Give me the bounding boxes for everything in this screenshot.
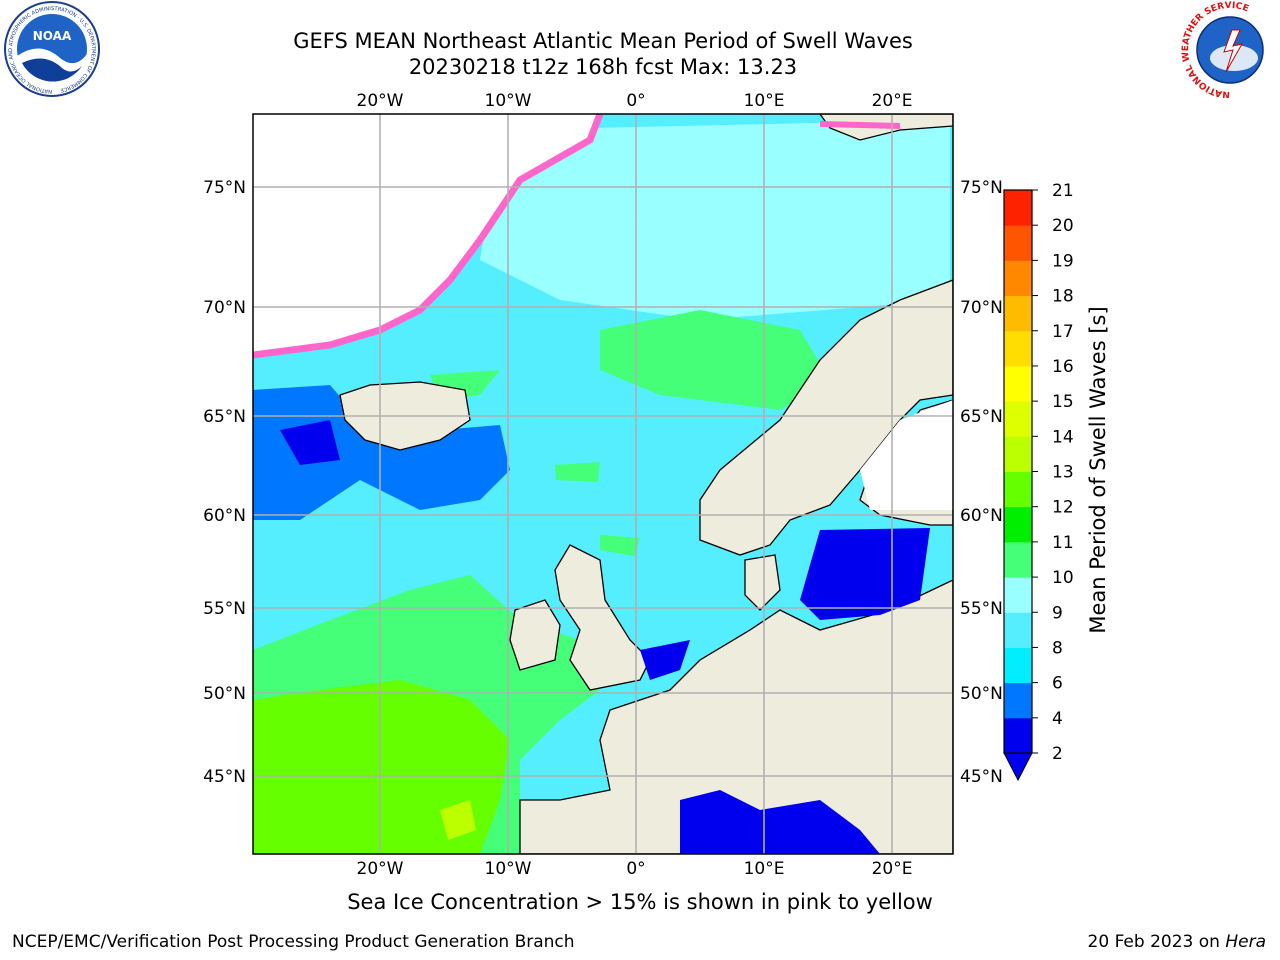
lat-label-right: 55°N xyxy=(960,599,1003,619)
gridlines xyxy=(253,114,953,854)
colorbar-tick-label: 6 xyxy=(1052,674,1063,694)
date-text: 20 Feb 2023 on xyxy=(1087,932,1220,952)
colorbar-segment xyxy=(1004,541,1032,578)
lat-label-left: 55°N xyxy=(203,599,246,619)
swell-patch-green-faroe xyxy=(555,462,600,482)
colorbar-tick-label: 18 xyxy=(1052,287,1074,307)
colorbar-segment xyxy=(1004,330,1032,367)
colorbar-tick-label: 2 xyxy=(1052,744,1063,764)
swell-patch-blue-irminger xyxy=(253,385,510,520)
lon-label-top: 20°W xyxy=(357,91,404,111)
sea-ice-edge-greenland xyxy=(253,114,604,359)
lon-label-bottom: 0° xyxy=(626,859,645,879)
colorbar-tick-label: 8 xyxy=(1052,638,1063,658)
colorbar-segment xyxy=(1004,612,1032,648)
colorbar-segment xyxy=(1004,190,1032,226)
continental-europe xyxy=(519,579,953,854)
colorbar-tick-label: 10 xyxy=(1052,568,1074,588)
credit-text: NCEP/EMC/Verification Post Processing Pr… xyxy=(12,932,575,952)
lon-label-top: 20°E xyxy=(872,91,913,111)
colorbar-segment xyxy=(1004,401,1032,437)
swell-patch-norwegian-sea xyxy=(600,190,950,300)
lat-label-right: 50°N xyxy=(960,684,1003,704)
map-field xyxy=(253,114,953,854)
colorbar-tick-label: 13 xyxy=(1052,463,1074,483)
colorbar-tick-label: 14 xyxy=(1052,427,1074,447)
lat-label-right: 60°N xyxy=(960,506,1003,526)
sea-ice-edge-svalbard xyxy=(819,121,901,129)
chart-subtitle: 20230218 t12z 168h fcst Max: 13.23 xyxy=(408,55,798,79)
colorbar-tick-label: 12 xyxy=(1052,498,1074,518)
lon-label-bottom: 20°E xyxy=(872,859,913,879)
lat-label-right: 65°N xyxy=(960,407,1003,427)
colorbar-tick-label: 15 xyxy=(1052,392,1074,412)
baltic-sea xyxy=(800,528,930,620)
english-channel xyxy=(640,640,690,680)
colorbar-segment xyxy=(1004,436,1032,472)
map-frame xyxy=(252,113,954,855)
swell-patch-green-north-sea xyxy=(600,535,640,556)
colorbar: 2 4 6 8 9 10 11 12 13 14 15 16 17 18 19 20 21 xyxy=(1003,181,1074,782)
colorbar-tick-label: 19 xyxy=(1052,251,1074,271)
mediterranean xyxy=(680,790,880,854)
lat-label-left: 50°N xyxy=(203,684,246,704)
lon-label-top: 0° xyxy=(626,91,645,111)
lat-label-left: 60°N xyxy=(203,506,246,526)
sea-ice-note: Sea Ice Concentration > 15% is shown in … xyxy=(347,890,933,914)
colorbar-segment xyxy=(1004,577,1032,613)
lat-label-left: 75°N xyxy=(203,178,246,198)
colorbar-segment xyxy=(1004,506,1032,543)
lon-label-top: 10°E xyxy=(744,91,785,111)
host-name: Hera xyxy=(1225,932,1266,952)
colorbar-tick-label: 4 xyxy=(1052,709,1063,729)
ice-area-bothnia xyxy=(860,400,953,510)
ireland xyxy=(509,599,561,671)
lat-label-left: 45°N xyxy=(203,767,246,787)
axis-labels: 20°W 20°W 10°W 10°W 0° 0° 10°E 10°E 20°E 20°E 75°N… xyxy=(203,91,1003,879)
colorbar-segment xyxy=(1004,682,1032,719)
colorbar-segment xyxy=(1004,471,1032,508)
denmark xyxy=(744,554,781,611)
colorbar-tick-label: 11 xyxy=(1052,533,1074,553)
colorbar-tick-label: 17 xyxy=(1052,322,1074,342)
colorbar-tick-label: 20 xyxy=(1052,216,1074,236)
colorbar-label: Mean Period of Swell Waves [s] xyxy=(1086,306,1110,633)
great-britain xyxy=(554,544,651,691)
lat-label-left: 65°N xyxy=(203,407,246,427)
colorbar-tick-label: 9 xyxy=(1052,603,1063,623)
colorbar-tick-label: 16 xyxy=(1052,357,1074,377)
noaa-logo-text: NOAA xyxy=(33,29,72,43)
lon-label-bottom: 10°E xyxy=(744,859,785,879)
noaa-logo: NOAA NATIONAL OCEANIC AND ATMOSPHERIC AD… xyxy=(4,1,100,97)
lon-label-top: 10°W xyxy=(485,91,532,111)
lat-label-right: 45°N xyxy=(960,767,1003,787)
lat-label-right: 70°N xyxy=(960,298,1003,318)
ice-area-greenland xyxy=(253,114,600,355)
swell-patch-green-norwegian-sea xyxy=(600,310,830,410)
lat-label-left: 70°N xyxy=(203,298,246,318)
colorbar-extend-arrow xyxy=(1003,752,1033,782)
date-stamp: 20 Feb 2023 on Hera xyxy=(1088,932,1266,952)
colorbar-segment xyxy=(1004,225,1032,261)
swell-patch-max xyxy=(440,800,476,840)
colorbar-segment xyxy=(1004,647,1032,684)
swell-patch-darkblue-greenland xyxy=(280,420,340,465)
colorbar-segment xyxy=(1004,295,1032,332)
chart-title: GEFS MEAN Northeast Atlantic Mean Period… xyxy=(293,29,913,53)
lon-label-bottom: 10°W xyxy=(485,859,532,879)
nws-logo: NATIONAL WEATHER SERVICE xyxy=(1181,1,1278,98)
colorbar-segment xyxy=(1004,365,1032,402)
colorbar-segment xyxy=(1004,260,1032,297)
colorbar-segment xyxy=(1004,717,1032,754)
lat-label-right: 75°N xyxy=(960,178,1003,198)
colorbar-tick-label: 21 xyxy=(1052,181,1074,201)
lon-label-bottom: 20°W xyxy=(357,859,404,879)
